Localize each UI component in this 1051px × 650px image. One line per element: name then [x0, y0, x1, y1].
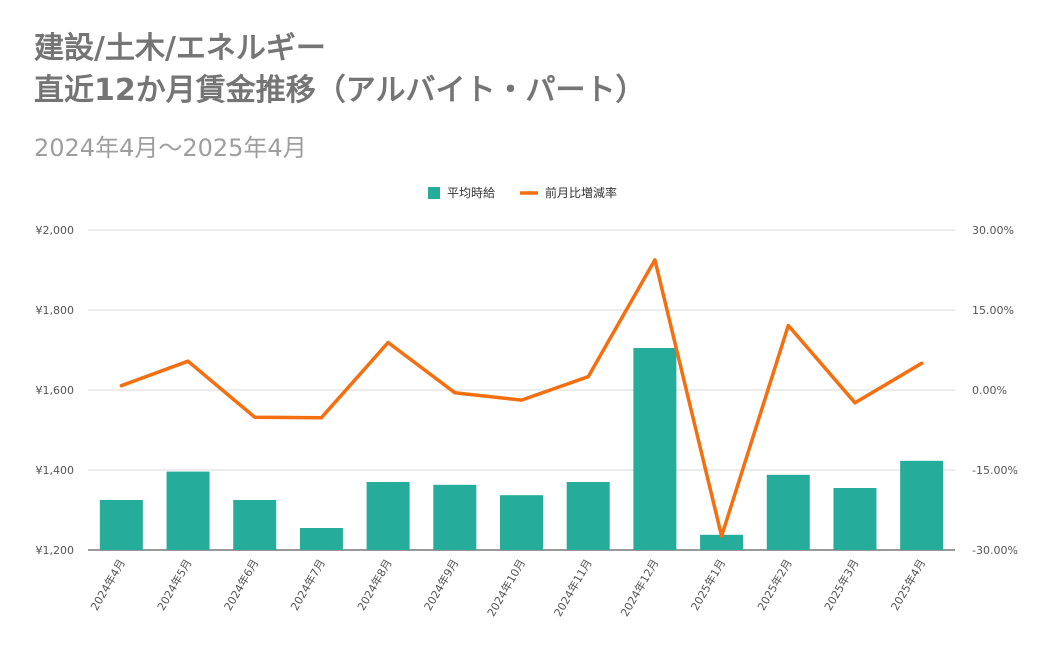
bar [433, 484, 477, 550]
bar [233, 500, 277, 550]
left-axis-tick-label: ¥1,400 [36, 464, 75, 477]
bar [500, 495, 543, 550]
bar-series [99, 348, 944, 550]
x-axis-tick-label: 2025年4月 [888, 557, 929, 613]
right-axis-tick-label: 30.00% [972, 224, 1014, 237]
bar [166, 471, 210, 550]
legend-swatch-bar [428, 187, 440, 199]
legend-label-bar: 平均時給 [447, 186, 495, 200]
line-point [786, 323, 790, 327]
right-axis-tick-label: 0.00% [972, 384, 1007, 397]
line-point [186, 359, 190, 363]
line-point [720, 534, 724, 538]
line-point [119, 384, 123, 388]
legend-label-line: 前月比増減率 [545, 185, 617, 200]
chart-title-line-2: 直近12か月賃金推移（アルバイト・パート） [34, 73, 646, 108]
x-axis-tick-label: 2024年4月 [87, 557, 128, 613]
line-point [453, 391, 457, 395]
line-point [853, 401, 857, 405]
x-axis-tick-label: 2024年12月 [617, 557, 661, 619]
x-axis-tick-label: 2024年8月 [354, 557, 395, 613]
left-axis-tick-label: ¥1,200 [36, 544, 75, 557]
bar [566, 482, 610, 550]
chart-legend: 平均時給 前月比増減率 [428, 185, 617, 200]
right-axis: -30.00% -15.00% 0.00% 15.00% 30.00% [972, 224, 1018, 557]
x-axis-tick-label: 2025年3月 [821, 557, 862, 613]
line-point [520, 398, 523, 402]
line-point [653, 258, 657, 262]
chart-subtitle: 2024年4月～2025年4月 [34, 134, 307, 162]
bar [700, 534, 744, 550]
bar [99, 500, 143, 550]
line-series [119, 258, 924, 538]
x-axis-tick-label: 2024年7月 [287, 557, 328, 613]
x-axis-tick-label: 2025年2月 [754, 557, 795, 613]
bar [299, 528, 343, 550]
left-axis-tick-label: ¥1,600 [36, 384, 75, 397]
bar [366, 482, 410, 550]
x-axis: 2024年4月 2024年5月 2024年6月 2024年7月 2024年8月 2024年… [87, 557, 928, 619]
chart-title-line-1: 建設/土木/エネルギー [34, 31, 326, 66]
bar [633, 348, 677, 550]
right-axis-tick-label: -30.00% [972, 544, 1018, 557]
line-point [586, 375, 590, 379]
x-axis-tick-label: 2024年6月 [221, 557, 262, 613]
left-axis-tick-label: ¥2,000 [36, 224, 75, 237]
bar [900, 460, 944, 550]
x-axis-tick-label: 2024年5月 [154, 557, 195, 613]
bar [833, 488, 877, 550]
left-axis: ¥1,200 ¥1,400 ¥1,600 ¥1,800 ¥2,000 [36, 224, 75, 557]
x-axis-tick-label: 2024年10月 [484, 557, 528, 619]
line-point [920, 361, 924, 365]
line-point [386, 341, 390, 345]
x-axis-tick-label: 2024年11月 [551, 557, 595, 619]
left-axis-tick-label: ¥1,800 [36, 304, 75, 317]
chart-title: 建設/土木/エネルギー 直近12か月賃金推移（アルバイト・パート） [34, 28, 645, 112]
x-axis-tick-label: 2025年1月 [688, 557, 729, 613]
right-axis-tick-label: 15.00% [972, 304, 1014, 317]
bar [766, 474, 810, 550]
right-axis-tick-label: -15.00% [972, 464, 1018, 477]
line-point [253, 415, 257, 419]
line-point [319, 416, 323, 420]
x-axis-tick-label: 2024年9月 [421, 557, 462, 613]
chart-gridlines [88, 229, 955, 551]
